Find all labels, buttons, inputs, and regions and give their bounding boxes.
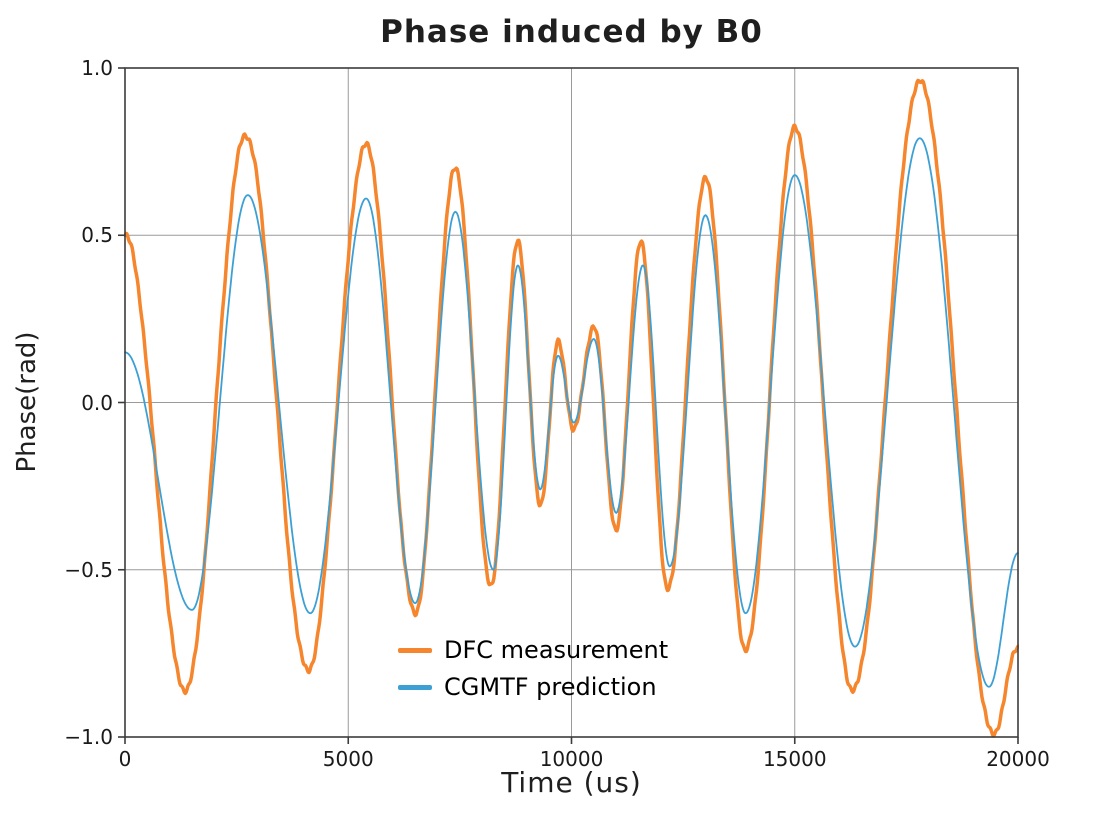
cgmtf-prediction-line-swatch	[398, 684, 432, 690]
x-tick-label: 20000	[986, 747, 1050, 771]
x-tick-label: 5000	[322, 747, 374, 771]
dfc-measurement-line-swatch	[398, 647, 432, 653]
legend-item-cgmtf-prediction: CGMTF prediction	[398, 673, 668, 701]
dfc-measurement-curve	[124, 78, 1019, 738]
legend-label-cgmtf-prediction: CGMTF prediction	[444, 673, 657, 701]
y-tick-label: −0.5	[64, 557, 113, 582]
legend: DFC measurement CGMTF prediction	[398, 636, 668, 701]
y-tick-label: −1.0	[64, 725, 113, 749]
x-tick-label: 15000	[762, 747, 827, 771]
y-tick-label: 1.0	[81, 56, 113, 80]
chart-title: Phase induced by B0	[380, 14, 763, 50]
y-tick-label: 0.0	[81, 390, 113, 415]
legend-label-dfc-measurement: DFC measurement	[444, 636, 669, 664]
x-tick-label: 0	[118, 747, 132, 771]
y-tick-label: 0.5	[81, 223, 113, 248]
legend-item-dfc-measurement: DFC measurement	[398, 636, 668, 664]
x-axis-label: Time (us)	[501, 766, 642, 799]
x-tick-label: 10000	[539, 747, 604, 771]
cgmtf-prediction-curve	[124, 137, 1019, 688]
